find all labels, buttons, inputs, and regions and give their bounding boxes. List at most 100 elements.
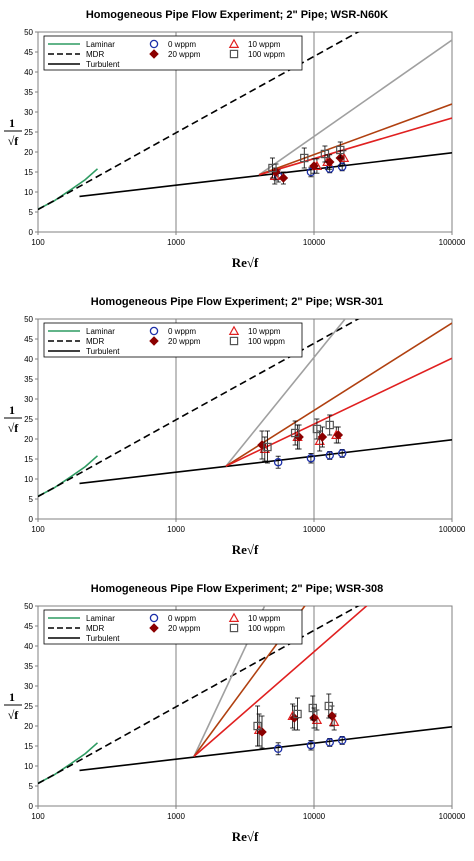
chart-3-legend-swatch-100-wppm [229, 623, 239, 633]
chart-3-ytick-label-1: 5 [29, 782, 34, 791]
chart-3-legend-label-0-wppm: 0 wppm [168, 614, 196, 623]
chart-2-ytick-label-7: 35 [24, 375, 33, 384]
chart-3-legend-label-10-wppm: 10 wppm [248, 614, 281, 623]
chart-3-ytick-label-8: 40 [24, 642, 33, 651]
chart-3-series-fit-line-5 [193, 606, 368, 758]
chart-3-ytick-label-6: 30 [24, 682, 33, 691]
chart-3-xtick-label-0: 100 [31, 812, 45, 821]
chart-1-legend-swatch-0-wppm [149, 39, 159, 49]
chart-3-series-fit-line-3 [193, 606, 266, 757]
chart-1-100-wppm-point-1 [300, 153, 309, 163]
chart-2-0-wppm-point-3 [337, 449, 347, 458]
chart-3-series-turbulent [79, 726, 452, 772]
chart-1-20-wppm-point-3 [324, 157, 335, 167]
chart-1-legend-swatch-20-wppm [149, 49, 159, 59]
chart-2-ytick-label-9: 45 [24, 335, 33, 344]
chart-2-legend-label-0-wppm: 0 wppm [168, 327, 196, 336]
chart-2-ytick-label-8: 40 [24, 355, 33, 364]
chart-2-legend-label-turbulent: Turbulent [86, 347, 120, 356]
chart-1-legend-swatch-100-wppm [229, 49, 239, 59]
chart-2-series-fit-line-5 [225, 357, 452, 467]
chart-1-ytick-label-0: 0 [29, 228, 34, 237]
chart-3-0-wppm-point-1 [306, 740, 316, 750]
chart-2-ytick-label-5: 25 [24, 415, 33, 424]
chart-1-ytick-label-10: 50 [24, 28, 33, 37]
chart-2-20-wppm-point-3 [333, 430, 344, 440]
chart-2-ytick-label-4: 20 [24, 435, 33, 444]
chart-3-legend-swatch-20-wppm [149, 623, 159, 633]
chart-2-xtick-label-3: 100000 [439, 525, 466, 534]
chart-1-legend-label-laminar: Laminar [86, 40, 115, 49]
chart-3-100-wppm-point-1 [293, 709, 302, 719]
chart-1-xtick-label-0: 100 [31, 238, 45, 247]
chart-1-ytick-label-3: 15 [24, 168, 33, 177]
chart-2-series-laminar [38, 455, 99, 497]
chart-3-0-wppm-point-3 [337, 736, 347, 745]
chart-2-ytick-label-10: 50 [24, 315, 33, 324]
chart-1-xtick-label-1: 1000 [167, 238, 185, 247]
chart-panel-1: Homogeneous Pipe Flow Experiment; 2" Pip… [0, 0, 474, 287]
chart-3-legend-label-100-wppm: 100 wppm [248, 624, 285, 633]
chart-2-100-wppm-point-1 [290, 428, 300, 438]
chart-1-100-wppm-point-3 [336, 145, 345, 155]
chart-2-y-axis-label-numerator: 1 [9, 403, 15, 417]
chart-3-100-wppm-point-3 [324, 701, 333, 711]
chart-3-ytick-label-4: 20 [24, 722, 33, 731]
chart-3-series-fit-line-4 [193, 606, 306, 757]
chart-2-20-wppm-point-2 [317, 432, 328, 442]
chart-2-legend-label-20-wppm: 20 wppm [168, 337, 201, 346]
chart-3-ytick-label-0: 0 [29, 802, 34, 811]
chart-2-ytick-label-1: 5 [29, 495, 34, 504]
chart-2-legend-label-100-wppm: 100 wppm [248, 337, 285, 346]
chart-2-legend [43, 322, 303, 358]
chart-2-100-wppm-point-2 [312, 424, 322, 434]
chart-2-legend-swatch-100-wppm [229, 336, 239, 346]
chart-1-y-axis-label-denominator: √f [8, 134, 20, 148]
chart-1-legend [43, 35, 303, 71]
chart-1-ytick-label-2: 10 [24, 188, 33, 197]
chart-3-xtick-label-1: 1000 [167, 812, 185, 821]
chart-2-ytick-label-0: 0 [29, 515, 34, 524]
chart-1-series-fit-line-5 [258, 117, 452, 176]
chart-3-y-axis-label-denominator: √f [8, 708, 20, 722]
chart-1-svg: Homogeneous Pipe Flow Experiment; 2" Pip… [4, 9, 466, 270]
chart-1-series-fit-line-4 [258, 103, 452, 176]
chart-2-0-wppm-point-1 [306, 453, 316, 463]
chart-3-legend-label-mdr: MDR [86, 624, 104, 633]
chart-1-0-wppm-point-1 [306, 167, 316, 177]
chart-1-legend-label-turbulent: Turbulent [86, 60, 120, 69]
chart-3-ytick-label-9: 45 [24, 622, 33, 631]
chart-3-legend-label-turbulent: Turbulent [86, 634, 120, 643]
chart-1-legend-label-10-wppm: 10 wppm [248, 40, 281, 49]
chart-3-0-wppm-point-2 [325, 738, 334, 747]
chart-3-ytick-label-10: 50 [24, 602, 33, 611]
chart-3-series-laminar [38, 742, 99, 784]
chart-3-legend [43, 609, 303, 645]
chart-3-title: Homogeneous Pipe Flow Experiment; 2" Pip… [91, 583, 384, 595]
chart-1-0-wppm-point-3 [337, 162, 347, 172]
chart-2-xtick-label-2: 10000 [303, 525, 326, 534]
chart-2-legend-label-mdr: MDR [86, 337, 104, 346]
chart-1-legend-label-100-wppm: 100 wppm [248, 50, 285, 59]
chart-1-series-laminar [38, 168, 99, 210]
chart-3-legend-swatch-0-wppm [149, 613, 159, 623]
chart-2-y-axis-label-denominator: √f [8, 421, 20, 435]
chart-1-legend-label-0-wppm: 0 wppm [168, 40, 196, 49]
chart-1-ytick-label-8: 40 [24, 68, 33, 77]
chart-1-ytick-label-1: 5 [29, 208, 34, 217]
chart-1-legend-swatch-10-wppm [228, 38, 240, 48]
chart-3-series-mdr [38, 606, 360, 785]
chart-3-ytick-label-2: 10 [24, 762, 33, 771]
chart-3-x-axis-label: Re√f [232, 829, 259, 844]
chart-2-legend-swatch-10-wppm [228, 325, 240, 335]
chart-1-title: Homogeneous Pipe Flow Experiment; 2" Pip… [86, 9, 388, 21]
chart-3-legend-label-20-wppm: 20 wppm [168, 624, 201, 633]
chart-3-ytick-label-7: 35 [24, 662, 33, 671]
chart-1-20-wppm-point-1 [278, 173, 289, 183]
chart-2-legend-swatch-0-wppm [149, 326, 159, 336]
chart-2-xtick-label-0: 100 [31, 525, 45, 534]
chart-1-legend-label-mdr: MDR [86, 50, 104, 59]
chart-1-100-wppm-point-0 [268, 163, 277, 173]
chart-1-ytick-label-5: 25 [24, 128, 33, 137]
chart-2-xtick-label-1: 1000 [167, 525, 185, 534]
